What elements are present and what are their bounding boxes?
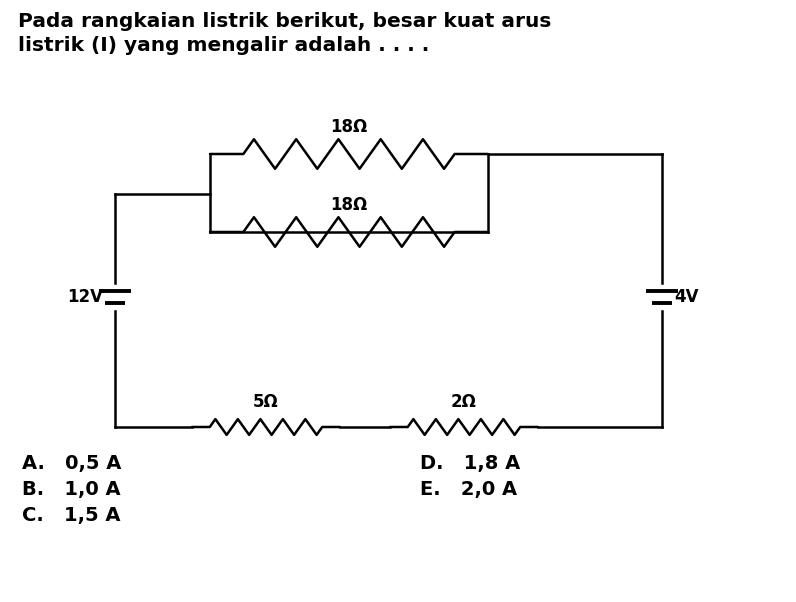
Text: 5Ω: 5Ω	[253, 393, 279, 411]
Text: 12V: 12V	[67, 288, 103, 306]
Text: D.   1,8 A: D. 1,8 A	[420, 455, 521, 474]
Text: B.   1,0 A: B. 1,0 A	[22, 480, 121, 500]
Text: 2Ω: 2Ω	[451, 393, 477, 411]
Text: 18Ω: 18Ω	[330, 196, 368, 214]
Text: 4V: 4V	[674, 288, 699, 306]
Text: listrik (I) yang mengalir adalah . . . .: listrik (I) yang mengalir adalah . . . .	[18, 36, 429, 55]
Text: C.   1,5 A: C. 1,5 A	[22, 506, 120, 526]
Text: A.   0,5 A: A. 0,5 A	[22, 455, 121, 474]
Text: Pada rangkaian listrik berikut, besar kuat arus: Pada rangkaian listrik berikut, besar ku…	[18, 12, 552, 31]
Text: 18Ω: 18Ω	[330, 118, 368, 136]
Text: E.   2,0 A: E. 2,0 A	[420, 480, 517, 500]
